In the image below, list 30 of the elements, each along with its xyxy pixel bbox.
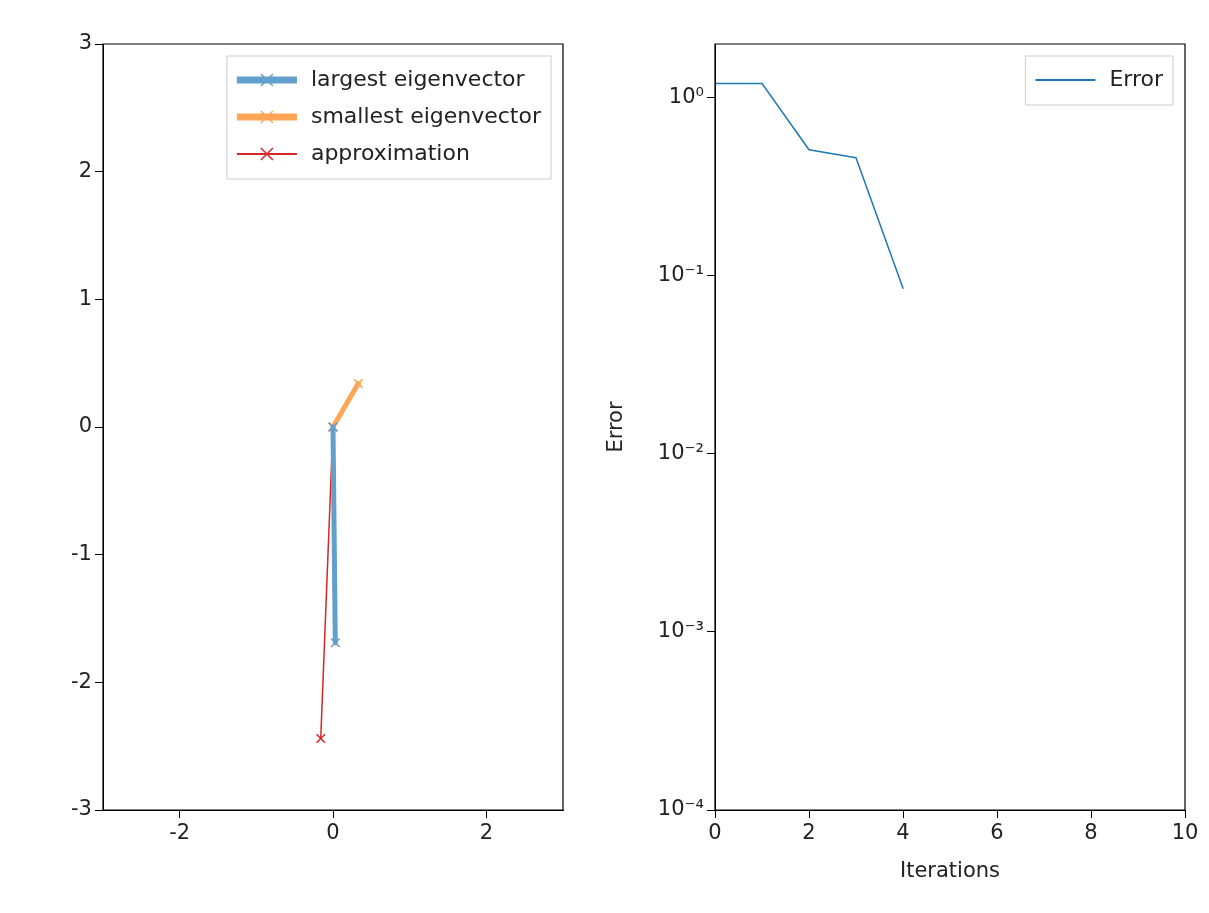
- x-axis-title: Iterations: [899, 857, 1001, 882]
- y-tick-label: 10⁻²: [657, 440, 704, 465]
- y-tick-label: -2: [71, 668, 92, 693]
- x-tick-label: -2: [169, 820, 191, 845]
- x-tick-label: 2: [479, 820, 494, 845]
- y-tick-label: 3: [78, 30, 92, 55]
- x-tick-label: 6: [990, 820, 1004, 845]
- y-tick-label: -1: [71, 541, 92, 566]
- y-tick-label: -3: [71, 796, 92, 821]
- y-axis-title: Error: [603, 401, 628, 453]
- legend-label: approximation: [310, 139, 470, 165]
- legend-label: Error: [1109, 65, 1164, 91]
- point: [315, 733, 326, 744]
- x-tick-label: 8: [1084, 820, 1098, 845]
- x-tick-label: 10: [1171, 820, 1199, 845]
- y-tick-label: 10⁻³: [657, 618, 704, 643]
- x-tick-label: 4: [896, 820, 910, 845]
- y-tick-label: 0: [78, 413, 92, 438]
- y-tick-label: 1: [78, 285, 92, 310]
- x-tick-label: 0: [326, 820, 340, 845]
- legend-label: largest eigenvector: [310, 65, 526, 91]
- y-tick-label: 10⁻⁴: [657, 796, 704, 821]
- x-tick-label: 0: [708, 820, 722, 845]
- y-tick-label: 10⁰: [668, 84, 704, 109]
- point: [353, 378, 364, 389]
- y-tick-label: 10⁻¹: [657, 262, 704, 287]
- legend-label: smallest eigenvector: [310, 102, 542, 128]
- y-tick-label: 2: [78, 158, 92, 183]
- x-tick-label: 2: [802, 820, 816, 845]
- point: [330, 637, 341, 648]
